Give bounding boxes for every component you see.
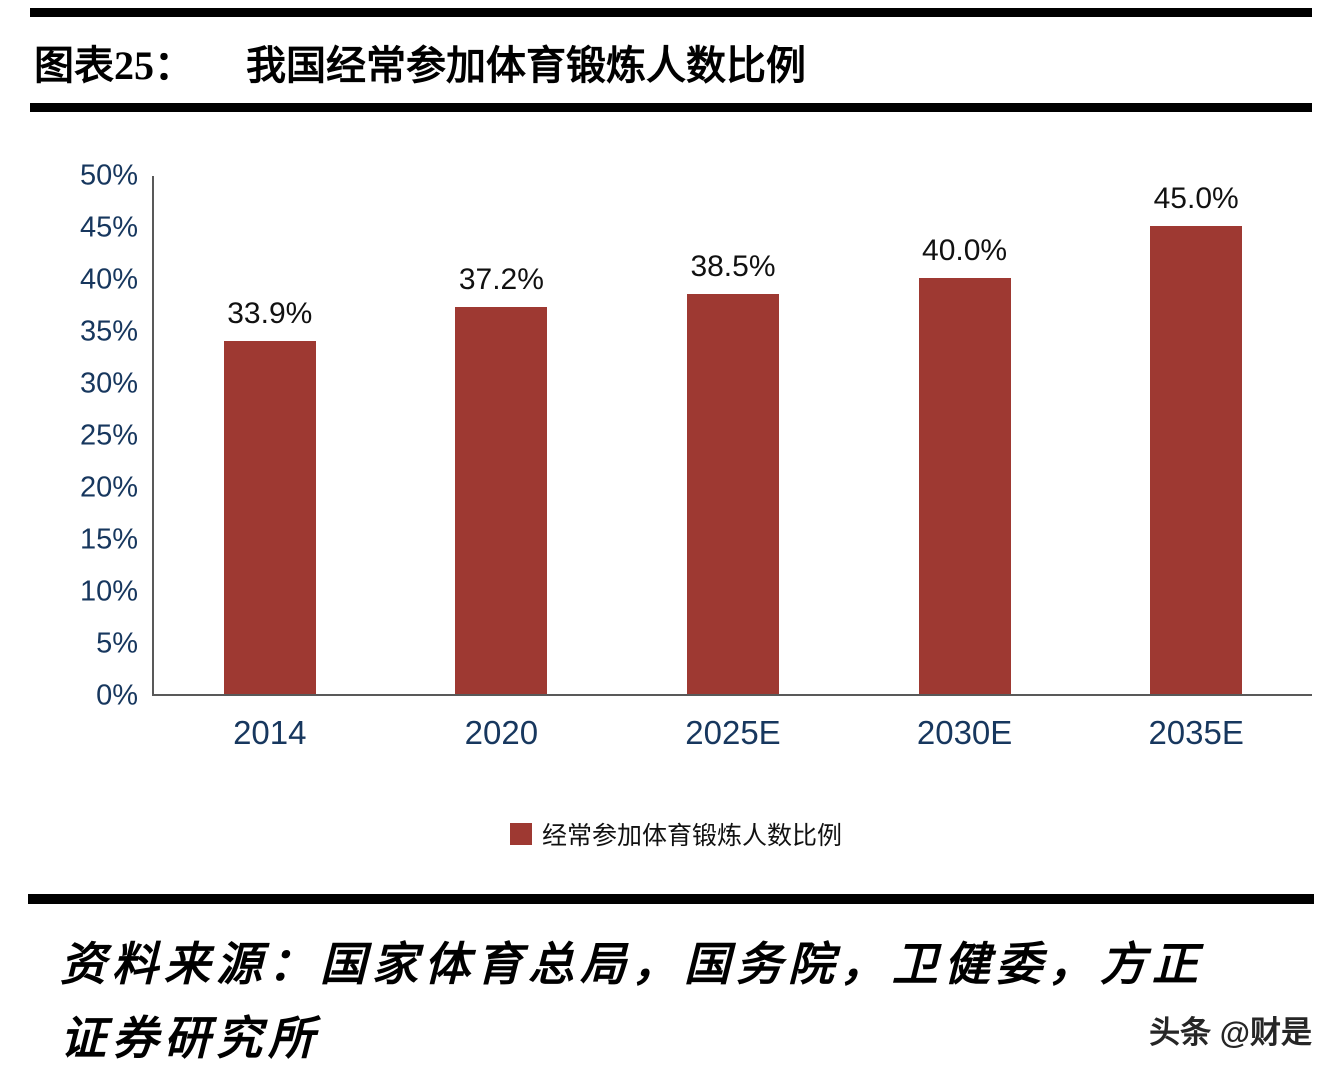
bar-group: 33.9% bbox=[154, 176, 386, 694]
page-title: 我国经常参加体育锻炼人数比例 bbox=[246, 43, 806, 88]
legend: 经常参加体育锻炼人数比例 bbox=[40, 816, 1312, 852]
bar-value-label: 40.0% bbox=[922, 234, 1008, 267]
figure-title-row: 图表25： 我国经常参加体育锻炼人数比例 bbox=[0, 17, 1342, 103]
bar-value-label: 38.5% bbox=[690, 249, 776, 283]
bar bbox=[455, 307, 548, 694]
plot-area: 33.9% 37.2% 38.5% 40.0% 45.0% bbox=[152, 176, 1312, 696]
bar-value-label: 33.9% bbox=[227, 297, 313, 331]
legend-swatch bbox=[509, 823, 532, 845]
bar-value-label: 45.0% bbox=[1153, 182, 1239, 215]
x-category-label: 2030E bbox=[916, 714, 1013, 751]
y-tick-label: 45% bbox=[79, 211, 138, 244]
y-tick-label: 0% bbox=[96, 679, 138, 712]
x-axis-labels: 2014 2020 2025E 2030E 2035E bbox=[154, 696, 1312, 752]
bar bbox=[686, 293, 779, 694]
bar bbox=[223, 341, 316, 694]
bar-group: 37.2% bbox=[386, 176, 618, 694]
top-rule bbox=[30, 8, 1312, 17]
bar bbox=[1150, 226, 1243, 694]
bar-value-label: 37.2% bbox=[458, 263, 544, 297]
x-category-label: 2014 bbox=[233, 714, 307, 751]
footer-rule bbox=[28, 894, 1314, 904]
y-tick-label: 30% bbox=[79, 367, 138, 400]
title-underline-rule bbox=[30, 103, 1312, 112]
chart-body: 0% 5% 10% 15% 20% 25% 30% 35% 40% 45% 50% 33.9% 37.… bbox=[40, 161, 1312, 710]
bar-group: 38.5% bbox=[617, 176, 849, 694]
y-tick-label: 15% bbox=[79, 523, 138, 556]
source-text: 资料来源：国家体育总局，国务院，卫健委，方正 证券研究所 bbox=[0, 904, 1342, 1066]
x-category-label: 2035E bbox=[1148, 714, 1244, 751]
bar-group: 45.0% bbox=[1080, 176, 1312, 694]
x-category-label: 2020 bbox=[464, 714, 539, 751]
figure-number-label: 图表25： bbox=[34, 43, 194, 88]
watermark: 头条 @财是 bbox=[1149, 1015, 1312, 1050]
bar-chart: 0% 5% 10% 15% 20% 25% 30% 35% 40% 45% 50% 33.9% 37.… bbox=[40, 161, 1312, 852]
x-category-label: 2025E bbox=[685, 714, 781, 751]
y-axis: 0% 5% 10% 15% 20% 25% 30% 35% 40% 45% 50% bbox=[40, 161, 152, 710]
y-tick-label: 50% bbox=[79, 159, 138, 192]
y-tick-label: 20% bbox=[79, 471, 138, 504]
legend-label: 经常参加体育锻炼人数比例 bbox=[541, 822, 842, 850]
y-tick-label: 35% bbox=[79, 315, 138, 348]
source-line-2: 证券研究所 bbox=[60, 1012, 320, 1064]
bar-group: 40.0% bbox=[849, 176, 1081, 694]
y-tick-label: 40% bbox=[79, 263, 138, 296]
y-tick-label: 25% bbox=[79, 419, 138, 452]
source-line-1: 资料来源：国家体育总局，国务院，卫健委，方正 bbox=[60, 939, 1204, 990]
y-tick-label: 10% bbox=[79, 575, 138, 608]
y-tick-label: 5% bbox=[96, 627, 138, 660]
bar bbox=[918, 278, 1011, 694]
